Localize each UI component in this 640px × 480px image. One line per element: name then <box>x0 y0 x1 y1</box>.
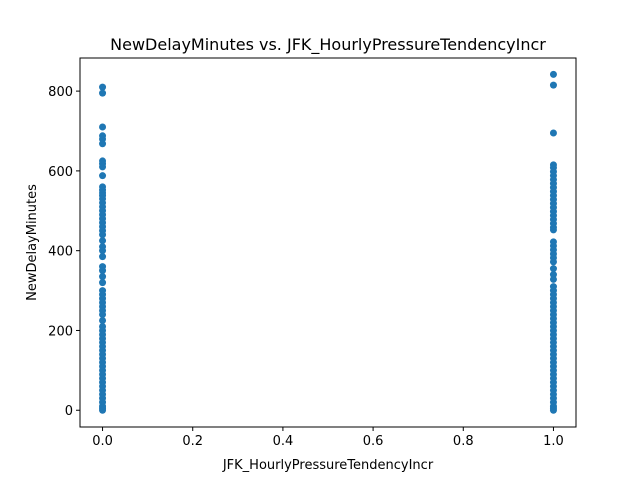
x-tick-label: 0.0 <box>92 434 113 449</box>
scatter-point <box>99 231 107 239</box>
x-tick-label: 0.6 <box>363 434 384 449</box>
y-tick-label: 400 <box>48 245 73 260</box>
y-tick-label: 0 <box>65 404 73 419</box>
scatter-point <box>99 140 107 148</box>
x-tick-label: 0.8 <box>453 434 474 449</box>
scatter-point <box>549 265 557 273</box>
plot-area <box>99 70 557 414</box>
x-tick-label: 0.4 <box>273 434 294 449</box>
scatter-point <box>99 253 107 261</box>
scatter-point <box>99 267 107 275</box>
scatter-point <box>99 406 107 414</box>
y-tick-label: 200 <box>48 324 73 339</box>
scatter-point <box>99 89 107 97</box>
y-axis-label: NewDelayMinutes <box>25 184 40 301</box>
scatter-point <box>99 316 107 324</box>
scatter-point <box>99 123 107 131</box>
chart-title: NewDelayMinutes vs. JFK_HourlyPressureTe… <box>110 35 546 55</box>
scatter-point <box>549 226 557 234</box>
scatter-point <box>99 247 107 255</box>
scatter-point <box>549 275 557 283</box>
scatter-point <box>99 83 107 91</box>
scatter-point <box>99 172 107 180</box>
scatter-point <box>99 311 107 319</box>
scatter-point <box>549 70 557 78</box>
scatter-point <box>99 273 107 281</box>
scatter-point <box>99 279 107 287</box>
x-axis-label: JFK_HourlyPressureTendencyIncr <box>222 458 434 473</box>
scatter-point <box>549 129 557 137</box>
scatter-point <box>99 163 107 171</box>
scatter-point <box>549 406 557 414</box>
scatter-point <box>549 271 557 279</box>
y-tick-label: 800 <box>48 85 73 100</box>
scatter-point <box>549 258 557 266</box>
y-tick-label: 600 <box>48 165 73 180</box>
axes-frame <box>79 57 577 428</box>
x-tick-label: 1.0 <box>543 434 564 449</box>
scatter-point <box>549 81 557 89</box>
x-tick-label: 0.2 <box>182 434 203 449</box>
scatter-point <box>99 135 107 143</box>
scatter-point <box>99 237 107 245</box>
